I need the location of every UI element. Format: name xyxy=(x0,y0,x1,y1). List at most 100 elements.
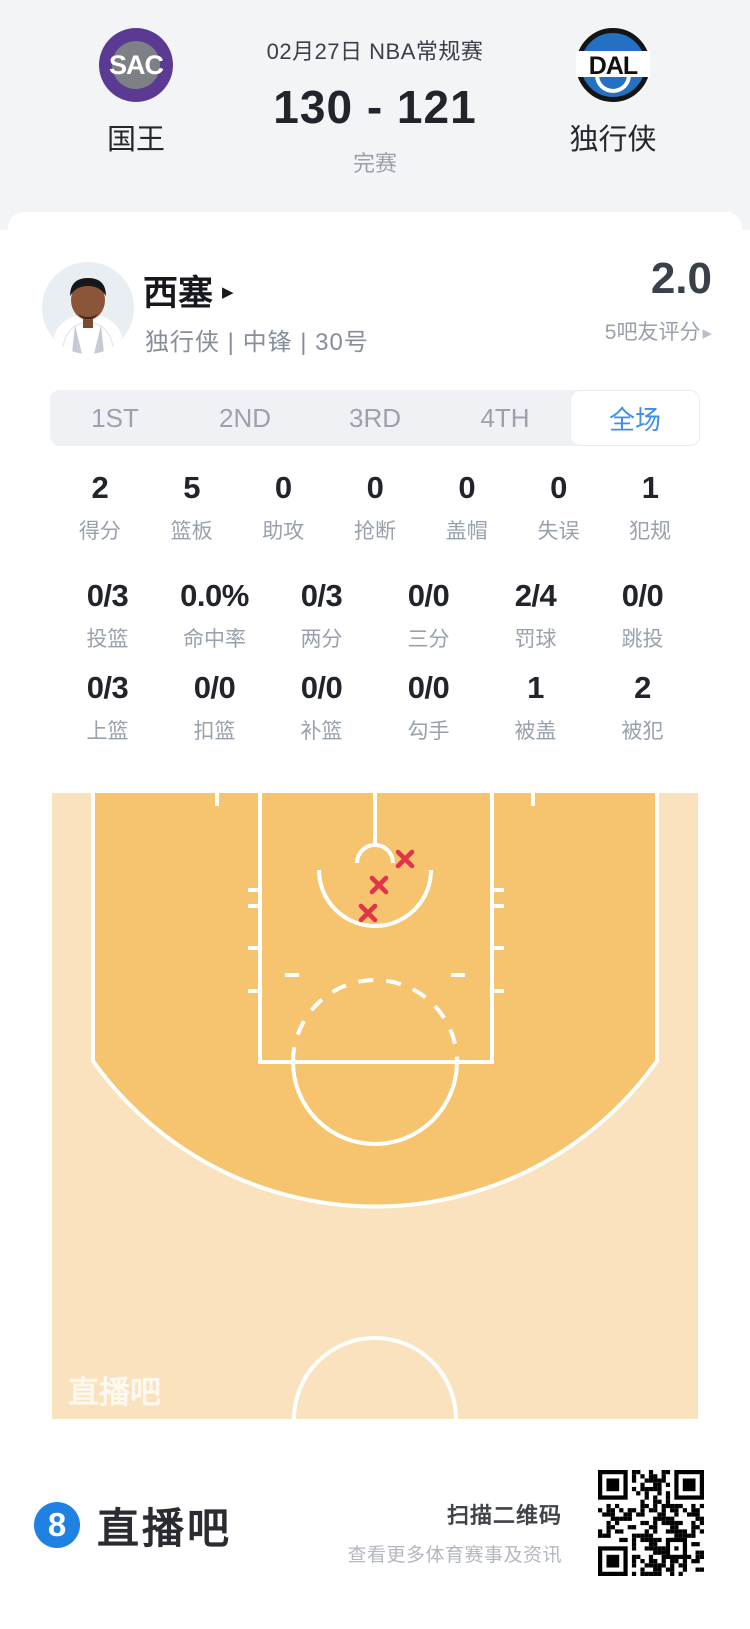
match-status: 完赛 xyxy=(352,151,397,176)
stat-抢断: 0 抢断 xyxy=(329,470,421,545)
shot-chart-court: 直播吧 xyxy=(52,793,698,1419)
team-away: DAL 独行侠 xyxy=(538,28,688,158)
tab-全场[interactable]: 全场 xyxy=(570,390,700,446)
app-brand-name: 直播吧 xyxy=(97,1504,233,1552)
player-rating-value: 2.0 xyxy=(650,254,712,303)
player-info: 独行侠 | 中锋 | 30号 xyxy=(145,329,369,356)
court-inside-three-point-area xyxy=(93,793,657,1207)
stat-value: 0/0 xyxy=(193,670,236,705)
qr-caption-subtitle: 查看更多体育赛事及资讯 xyxy=(347,1545,562,1566)
three-point-line xyxy=(91,793,659,1209)
tab-2nd[interactable]: 2ND xyxy=(218,402,271,433)
stat-label: 补篮 xyxy=(300,720,343,743)
stat-row: 0/3 上篮 0/0 扣篮 0/0 补篮 0/0 勾手 1 被盖 2 被犯 xyxy=(54,670,696,745)
stat-label: 抢断 xyxy=(354,520,397,543)
stat-label: 勾手 xyxy=(407,720,450,743)
stat-row: 0/3 投篮 0.0% 命中率 0/3 两分 0/0 三分 2/4 罚球 0/0 跳投 xyxy=(54,578,696,653)
stat-value: 1 xyxy=(527,670,544,705)
stat-被盖: 1 被盖 xyxy=(482,670,589,745)
player-name: 西塞 xyxy=(143,273,214,313)
stat-value: 0/0 xyxy=(300,670,343,705)
app-brand: 8 直播吧 xyxy=(34,1502,232,1552)
stat-label: 上篮 xyxy=(86,720,129,743)
kings-logo-inner-circle xyxy=(112,41,160,89)
stat-label: 三分 xyxy=(407,628,450,651)
stat-三分: 0/0 三分 xyxy=(375,578,482,653)
stat-value: 0/0 xyxy=(407,670,450,705)
stat-label: 被犯 xyxy=(621,720,664,743)
key-lane-lines xyxy=(258,793,494,1064)
stat-label: 篮板 xyxy=(170,520,213,543)
match-date-title: 02月27日 NBA常规赛 xyxy=(266,39,484,64)
free-throw-circle-solid xyxy=(291,1061,459,1146)
team-home-abbr: SAC xyxy=(108,50,164,80)
team-home: SAC 国王 xyxy=(61,28,211,158)
stat-助攻: 0 助攻 xyxy=(237,470,329,545)
stat-label: 两分 xyxy=(300,628,343,651)
stat-value: 1 xyxy=(641,470,659,505)
stat-投篮: 0/3 投篮 xyxy=(54,578,161,653)
match-score: 130 - 121 xyxy=(273,81,477,133)
qr-code xyxy=(598,1470,704,1576)
stat-label: 犯规 xyxy=(629,520,672,543)
stat-value: 0 xyxy=(550,470,567,505)
stat-value: 2 xyxy=(634,670,651,705)
qr-caption-title: 扫描二维码 xyxy=(446,1503,562,1528)
stat-犯规: 1 犯规 xyxy=(604,470,696,545)
mavericks-team-logo: DAL xyxy=(576,28,650,102)
shot-miss-marker xyxy=(369,875,389,895)
stat-勾手: 0/0 勾手 xyxy=(375,670,482,745)
stat-失误: 0 失误 xyxy=(513,470,605,545)
shot-miss-marker xyxy=(358,903,378,923)
stat-label: 命中率 xyxy=(183,628,246,651)
stat-value: 0 xyxy=(458,470,476,505)
court-lines xyxy=(91,793,659,1419)
stat-row: 2 得分 5 篮板 0 助攻 0 抢断 0 盖帽 0 失误 1 犯规 xyxy=(54,470,696,545)
stat-value: 2/4 xyxy=(514,578,557,613)
stat-补篮: 0/0 补篮 xyxy=(268,670,375,745)
stat-label: 跳投 xyxy=(621,628,664,651)
team-away-name: 独行侠 xyxy=(569,124,657,156)
stat-label: 投篮 xyxy=(86,628,129,651)
stat-得分: 2 得分 xyxy=(54,470,146,545)
stat-value: 0/3 xyxy=(86,578,129,613)
team-away-abbr: DAL xyxy=(588,52,638,80)
stat-扣篮: 0/0 扣篮 xyxy=(161,670,268,745)
stat-value: 0 xyxy=(274,470,292,505)
player-switch-caret-icon: ▶ xyxy=(222,284,234,301)
player-avatar xyxy=(42,262,134,354)
quarter-tabs: 1ST 2ND 3RD 4TH 全场 xyxy=(50,390,700,446)
stat-盖帽: 0 盖帽 xyxy=(421,470,513,545)
tab-3rd[interactable]: 3RD xyxy=(348,402,401,433)
tab-1st[interactable]: 1ST xyxy=(91,402,139,433)
stat-篮板: 5 篮板 xyxy=(146,470,238,545)
rating-source-label: 5吧友评分 xyxy=(604,321,701,344)
stat-value: 0/3 xyxy=(300,578,343,613)
restricted-area-arc xyxy=(317,869,433,928)
player-rating-source[interactable]: 5吧友评分 ▸ xyxy=(462,316,712,346)
stat-label: 盖帽 xyxy=(445,520,488,543)
stat-value: 0 xyxy=(366,470,384,505)
stat-value: 0.0% xyxy=(180,578,249,613)
stat-value: 2 xyxy=(91,470,109,505)
stat-value: 0/3 xyxy=(86,670,129,705)
stat-被犯: 2 被犯 xyxy=(589,670,696,745)
free-throw-circle-dashed xyxy=(291,978,459,1063)
chevron-right-icon: ▸ xyxy=(702,323,712,344)
zhibo8-logo-icon: 8 xyxy=(34,1502,80,1548)
stat-label: 被盖 xyxy=(514,720,557,743)
stat-value: 5 xyxy=(183,470,200,505)
stat-两分: 0/3 两分 xyxy=(268,578,375,653)
tab-4th[interactable]: 4TH xyxy=(480,402,530,433)
kings-team-logo: SAC xyxy=(99,28,173,102)
player-avatar-illustration xyxy=(42,262,134,354)
stat-上篮: 0/3 上篮 xyxy=(54,670,161,745)
player-name-row[interactable]: 西塞 ▶ xyxy=(143,270,234,313)
stat-跳投: 0/0 跳投 xyxy=(589,578,696,653)
center-circle xyxy=(292,1336,458,1419)
shot-miss-marker xyxy=(395,849,415,869)
court-watermark: 直播吧 xyxy=(68,1375,161,1410)
stat-value: 0/0 xyxy=(621,578,664,613)
stat-label: 得分 xyxy=(78,520,121,543)
stat-label: 扣篮 xyxy=(193,720,236,743)
